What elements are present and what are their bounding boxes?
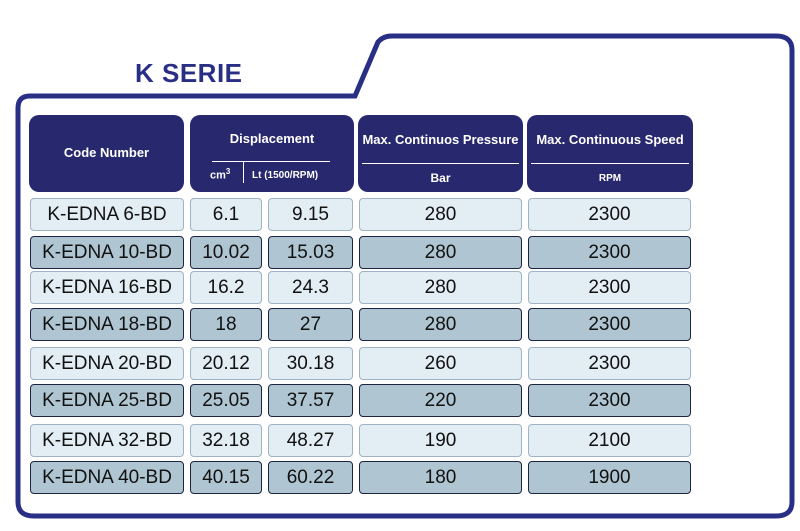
cell-cm3: 18 (190, 308, 262, 341)
header-code-number: Code Number (29, 115, 184, 192)
header-pressure-label: Max. Continuos Pressure (362, 132, 519, 147)
cell-speed: 2100 (528, 424, 691, 457)
cell-pressure: 280 (359, 308, 522, 341)
cell-cm3: 16.2 (190, 271, 262, 304)
cell-code: K-EDNA 6-BD (30, 198, 184, 231)
cell-cm3: 25.05 (190, 384, 262, 417)
cell-cm3: 32.18 (190, 424, 262, 457)
cell-lt: 9.15 (268, 198, 353, 231)
cell-cm3: 40.15 (190, 461, 262, 494)
header-unit-cm3: cm3 (210, 167, 230, 182)
cell-code: K-EDNA 20-BD (30, 347, 184, 380)
cell-pressure: 180 (359, 461, 522, 494)
cell-speed: 2300 (528, 384, 691, 417)
cell-code: K-EDNA 25-BD (30, 384, 184, 417)
header-speed: Max. Continuous Speed RPM (527, 115, 693, 192)
cell-pressure: 260 (359, 347, 522, 380)
header-unit-lt: Lt (1500/RPM) (252, 170, 319, 181)
header-speed-label: Max. Continuous Speed (536, 132, 684, 147)
header-unit-cm3-base: cm (210, 169, 226, 182)
header-pressure: Max. Continuos Pressure Bar (358, 115, 523, 192)
cell-pressure: 280 (359, 198, 522, 231)
header-pressure-unit: Bar (430, 171, 451, 185)
cell-cm3: 6.1 (190, 198, 262, 231)
cell-speed: 1900 (528, 461, 691, 494)
cell-speed: 2300 (528, 198, 691, 231)
cell-speed: 2300 (528, 236, 691, 269)
cell-code: K-EDNA 40-BD (30, 461, 184, 494)
cell-cm3: 10.02 (190, 236, 262, 269)
header-divider (531, 163, 689, 164)
cell-speed: 2300 (528, 347, 691, 380)
cell-lt: 30.18 (268, 347, 353, 380)
cell-lt: 24.3 (268, 271, 353, 304)
cell-lt: 37.57 (268, 384, 353, 417)
cell-code: K-EDNA 18-BD (30, 308, 184, 341)
cell-speed: 2300 (528, 271, 691, 304)
cell-lt: 15.03 (268, 236, 353, 269)
cell-pressure: 190 (359, 424, 522, 457)
page-title: K SERIE (135, 58, 243, 88)
cell-code: K-EDNA 32-BD (30, 424, 184, 457)
cell-lt: 27 (268, 308, 353, 341)
cell-pressure: 220 (359, 384, 522, 417)
header-divider (212, 161, 330, 162)
header-unit-cm3-exp: 3 (225, 167, 231, 176)
header-displacement-label: Displacement (229, 131, 315, 146)
cell-code: K-EDNA 10-BD (30, 236, 184, 269)
header-divider-vertical (243, 161, 244, 183)
header-divider (362, 163, 519, 164)
cell-pressure: 280 (359, 271, 522, 304)
cell-code: K-EDNA 16-BD (30, 271, 184, 304)
header-code-label: Code Number (63, 145, 150, 160)
cell-lt: 60.22 (268, 461, 353, 494)
cell-lt: 48.27 (268, 424, 353, 457)
header-displacement: Displacement cm3 Lt (1500/RPM) (190, 115, 354, 192)
cell-speed: 2300 (528, 308, 691, 341)
header-speed-unit: RPM (598, 173, 622, 184)
cell-cm3: 20.12 (190, 347, 262, 380)
cell-pressure: 280 (359, 236, 522, 269)
